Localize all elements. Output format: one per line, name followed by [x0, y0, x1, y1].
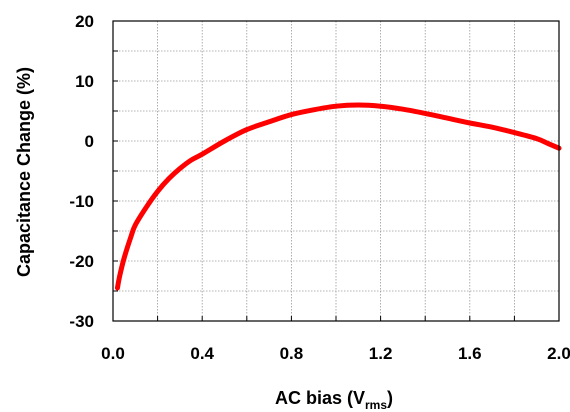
- grid-lines: [113, 21, 559, 321]
- x-axis-label: AC bias (Vrms): [275, 388, 393, 412]
- axis-ticks: [113, 50, 515, 321]
- y-tick-label: -10: [69, 192, 94, 211]
- plot-frame: [112, 20, 560, 322]
- y-tick-label: 10: [75, 72, 94, 91]
- x-tick-label: 0.0: [101, 344, 125, 363]
- y-tick-label: 0: [85, 132, 94, 151]
- x-tick-label: 1.6: [458, 344, 482, 363]
- series-line: [114, 102, 562, 291]
- y-tick-label: 20: [75, 12, 94, 31]
- y-tick-label: -20: [69, 252, 94, 271]
- x-tick-label: 1.2: [369, 344, 393, 363]
- tick-labels: 0.0 0.4 0.8 1.2 1.6 2.0 20 10 0 -10 -20 -30: [69, 12, 570, 363]
- x-tick-label: 0.4: [190, 344, 214, 363]
- y-axis-label: Capacitance Change (%): [14, 67, 34, 277]
- x-tick-label: 2.0: [547, 344, 570, 363]
- series-layer: [114, 102, 562, 291]
- y-tick-label: -30: [69, 312, 94, 331]
- x-tick-label: 0.8: [280, 344, 304, 363]
